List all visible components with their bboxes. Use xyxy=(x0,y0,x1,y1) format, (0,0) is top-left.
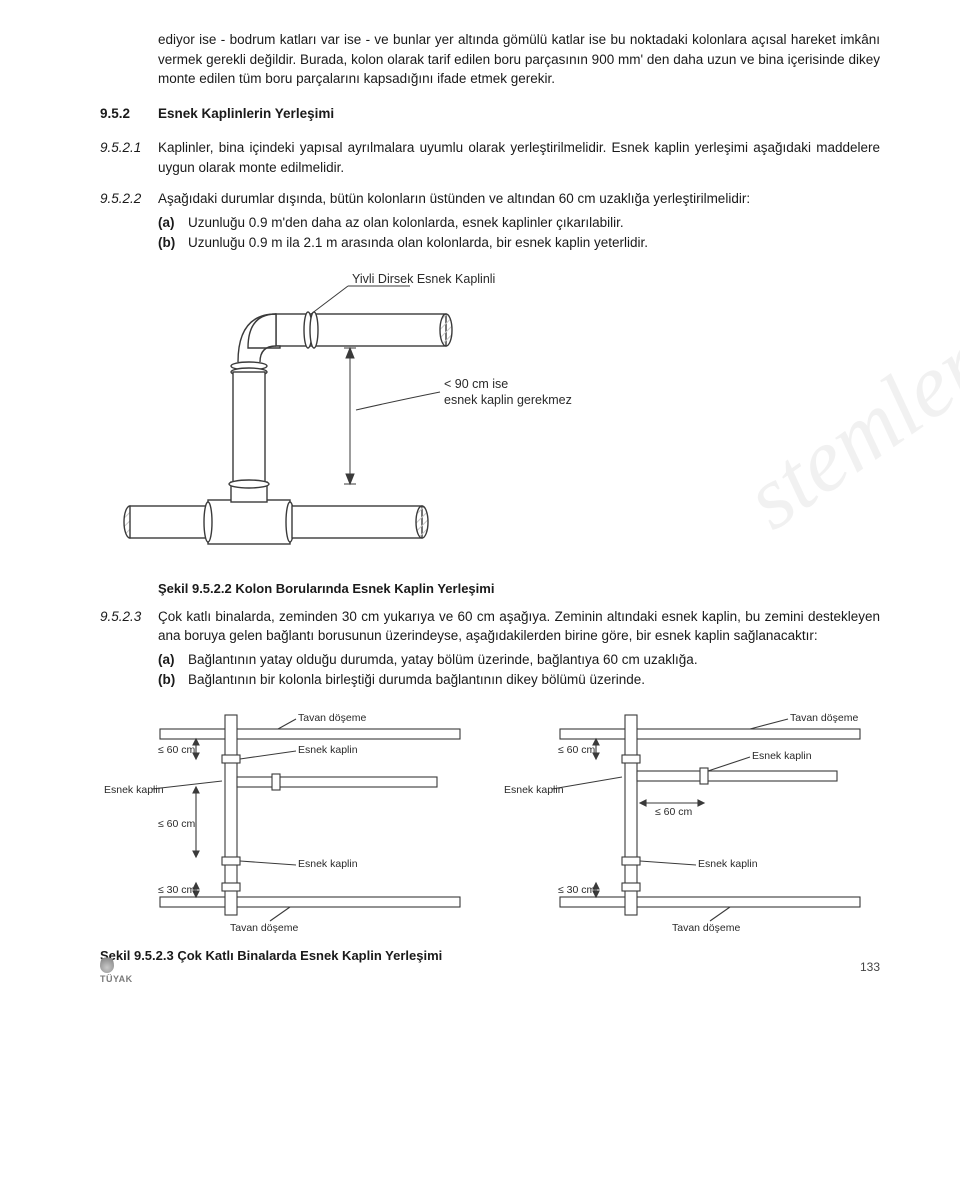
figure-9-5-2-2: Yivli Dirsek Esnek Kaplinli < 90 cm ise … xyxy=(100,270,880,570)
list-item: (a) Uzunluğu 0.9 m'den daha az olan kolo… xyxy=(158,213,880,233)
list-item: (b) Uzunluğu 0.9 m ila 2.1 m arasında ol… xyxy=(158,233,880,253)
svg-text:Tavan döşeme: Tavan döşeme xyxy=(790,712,858,724)
list-item: (b) Bağlantının bir kolonla birleştiği d… xyxy=(158,670,880,690)
clause-number: 9.5.2.3 xyxy=(100,607,158,689)
svg-text:Tavan döşeme: Tavan döşeme xyxy=(298,712,366,724)
figure-caption-2: Şekil 9.5.2.3 Çok Katlı Binalarda Esnek … xyxy=(100,947,880,966)
page-number: 133 xyxy=(860,959,880,976)
list-mark: (b) xyxy=(158,233,188,253)
svg-text:Esnek kaplin: Esnek kaplin xyxy=(504,784,564,796)
clause-9-5-2-3: 9.5.2.3 Çok katlı binalarda, zeminden 30… xyxy=(100,607,880,689)
fig1-label-top: Yivli Dirsek Esnek Kaplinli xyxy=(352,272,495,286)
section-number: 9.5.2 xyxy=(100,104,158,124)
flame-icon xyxy=(100,955,114,973)
list-text: Bağlantının bir kolonla birleştiği durum… xyxy=(188,670,645,690)
svg-text:≤ 60 cm: ≤ 60 cm xyxy=(655,806,693,818)
list-mark: (b) xyxy=(158,670,188,690)
svg-text:Esnek kaplin: Esnek kaplin xyxy=(752,750,812,762)
svg-text:≤ 60 cm: ≤ 60 cm xyxy=(558,744,596,756)
list-text: Uzunluğu 0.9 m'den daha az olan kolonlar… xyxy=(188,213,624,233)
figure-svg: Yivli Dirsek Esnek Kaplinli < 90 cm ise … xyxy=(100,270,660,570)
fig1-label-r2: esnek kaplin gerekmez xyxy=(444,393,572,407)
svg-text:≤ 30 cm: ≤ 30 cm xyxy=(558,884,596,896)
list-text: Bağlantının yatay olduğu durumda, yatay … xyxy=(188,650,698,670)
svg-text:≤ 30 cm: ≤ 30 cm xyxy=(158,884,196,896)
fig1-label-r1: < 90 cm ise xyxy=(444,377,508,391)
section-9-5-2: 9.5.2 Esnek Kaplinlerin Yerleşimi xyxy=(100,104,880,124)
list-item: (a) Bağlantının yatay olduğu durumda, ya… xyxy=(158,650,880,670)
list-text: Uzunluğu 0.9 m ila 2.1 m arasında olan k… xyxy=(188,233,648,253)
svg-text:Esnek kaplin: Esnek kaplin xyxy=(298,744,358,756)
clause-9-5-2-2: 9.5.2.2 Aşağıdaki durumlar dışında, bütü… xyxy=(100,189,880,252)
list-mark: (a) xyxy=(158,650,188,670)
svg-text:Esnek kaplin: Esnek kaplin xyxy=(298,858,358,870)
intro-paragraph: ediyor ise - bodrum katları var ise - ve… xyxy=(158,30,880,89)
svg-text:≤ 60 cm: ≤ 60 cm xyxy=(158,818,196,830)
svg-text:Tavan döşeme: Tavan döşeme xyxy=(672,922,740,934)
figure2-svg: ≤ 60 cm ≤ 60 cm ≤ 30 cm Tavan döşeme Esn… xyxy=(100,707,880,937)
clause-body: Aşağıdaki durumlar dışında, bütün kolonl… xyxy=(158,189,880,252)
figure-caption-1: Şekil 9.5.2.2 Kolon Borularında Esnek Ka… xyxy=(158,580,880,599)
svg-text:Esnek kaplin: Esnek kaplin xyxy=(104,784,164,796)
clause-body: Kaplinler, bina içindeki yapısal ayrılma… xyxy=(158,138,880,177)
svg-text:Tavan döşeme: Tavan döşeme xyxy=(230,922,298,934)
svg-text:Esnek kaplin: Esnek kaplin xyxy=(698,858,758,870)
clause-number: 9.5.2.2 xyxy=(100,189,158,252)
logo-text: TÜYAK xyxy=(100,974,133,984)
clause-body: Çok katlı binalarda, zeminden 30 cm yuka… xyxy=(158,607,880,689)
clause-text: Aşağıdaki durumlar dışında, bütün kolonl… xyxy=(158,191,750,206)
clause-text: Çok katlı binalarda, zeminden 30 cm yuka… xyxy=(158,609,880,644)
list-mark: (a) xyxy=(158,213,188,233)
svg-text:≤ 60 cm: ≤ 60 cm xyxy=(158,744,196,756)
footer-logo: TÜYAK xyxy=(100,955,133,986)
section-title: Esnek Kaplinlerin Yerleşimi xyxy=(158,104,334,124)
clause-9-5-2-1: 9.5.2.1 Kaplinler, bina içindeki yapısal… xyxy=(100,138,880,177)
clause-number: 9.5.2.1 xyxy=(100,138,158,177)
figure-9-5-2-3: ≤ 60 cm ≤ 60 cm ≤ 30 cm Tavan döşeme Esn… xyxy=(100,707,880,937)
